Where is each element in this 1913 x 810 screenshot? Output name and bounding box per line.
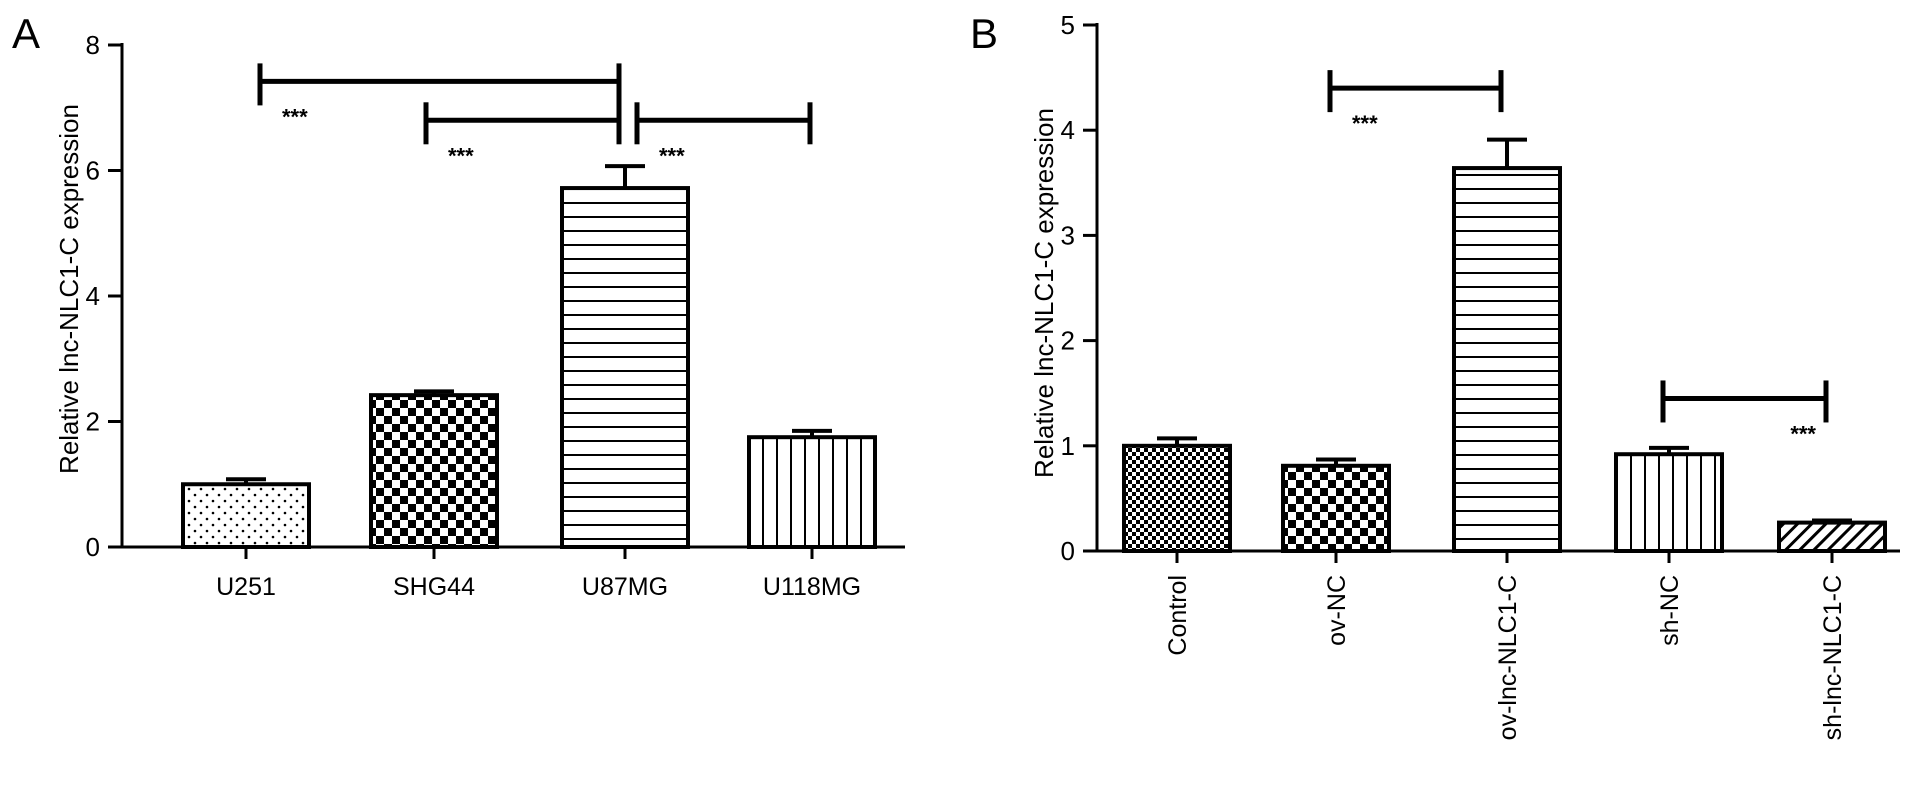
panel-b-y-tick-label: 2	[1061, 326, 1075, 356]
panel-b-significance-label: ***	[1790, 421, 1816, 446]
panel-b-significance-label: ***	[1352, 111, 1378, 136]
panel-b-y-tick-label: 3	[1061, 220, 1075, 250]
panel-a-y-tick-label: 6	[86, 156, 100, 186]
panel-b-category-label: Control	[1164, 575, 1192, 656]
panel-a-category-label: U87MG	[582, 573, 668, 601]
panel-b-y-tick-label: 4	[1061, 115, 1075, 145]
panel-b-bar	[1122, 443, 1232, 553]
panel-b-bar	[1452, 166, 1562, 554]
panel-b-category-label: sh-NC	[1656, 575, 1684, 646]
panel-a-y-tick-label: 0	[86, 532, 100, 562]
panel-a-significance-label: ***	[282, 104, 308, 129]
panel-a-category-label: U118MG	[763, 573, 861, 601]
panel-a-significance-label: ***	[659, 143, 685, 168]
panel-a-letter: A	[12, 10, 40, 57]
panel-a-y-tick-label: 2	[86, 407, 100, 437]
panel-b-bar	[1777, 520, 1887, 554]
panel-b-category-label: sh-lnc-NLC1-C	[1819, 575, 1847, 740]
panel-b-letter: B	[970, 10, 998, 57]
panel-a-bar	[181, 482, 311, 549]
panel-b-y-tick-label: 0	[1061, 536, 1075, 566]
panel-b-y-tick-label: 5	[1061, 10, 1075, 40]
panel-a-significance-label: ***	[448, 143, 474, 168]
panel-a: Relative lnc-NLC1-C expression 0 2 4 6 8 U251…	[54, 30, 905, 601]
panel-b-bar	[1614, 452, 1724, 553]
panel-a-y-tick-label: 8	[86, 30, 100, 60]
panel-a-bar	[560, 186, 690, 549]
panel-b-category-label: ov-lnc-NLC1-C	[1494, 575, 1522, 740]
panel-b-y-axis-title: Relative lnc-NLC1-C expression	[1029, 108, 1059, 478]
panel-b-bar	[1281, 463, 1391, 553]
panel-b: Relative lnc-NLC1-C expression 0 1 2 3 4 5 Con…	[1029, 10, 1900, 740]
panel-a-bar	[369, 393, 499, 549]
panel-b-y-tick-label: 1	[1061, 431, 1075, 461]
panel-a-y-axis-title: Relative lnc-NLC1-C expression	[54, 104, 84, 474]
panel-a-category-label: U251	[216, 573, 276, 601]
panel-a-bar	[747, 435, 877, 549]
panel-a-category-label: SHG44	[393, 573, 475, 601]
panel-a-y-tick-label: 4	[86, 281, 100, 311]
panel-b-category-label: ov-NC	[1323, 575, 1351, 646]
